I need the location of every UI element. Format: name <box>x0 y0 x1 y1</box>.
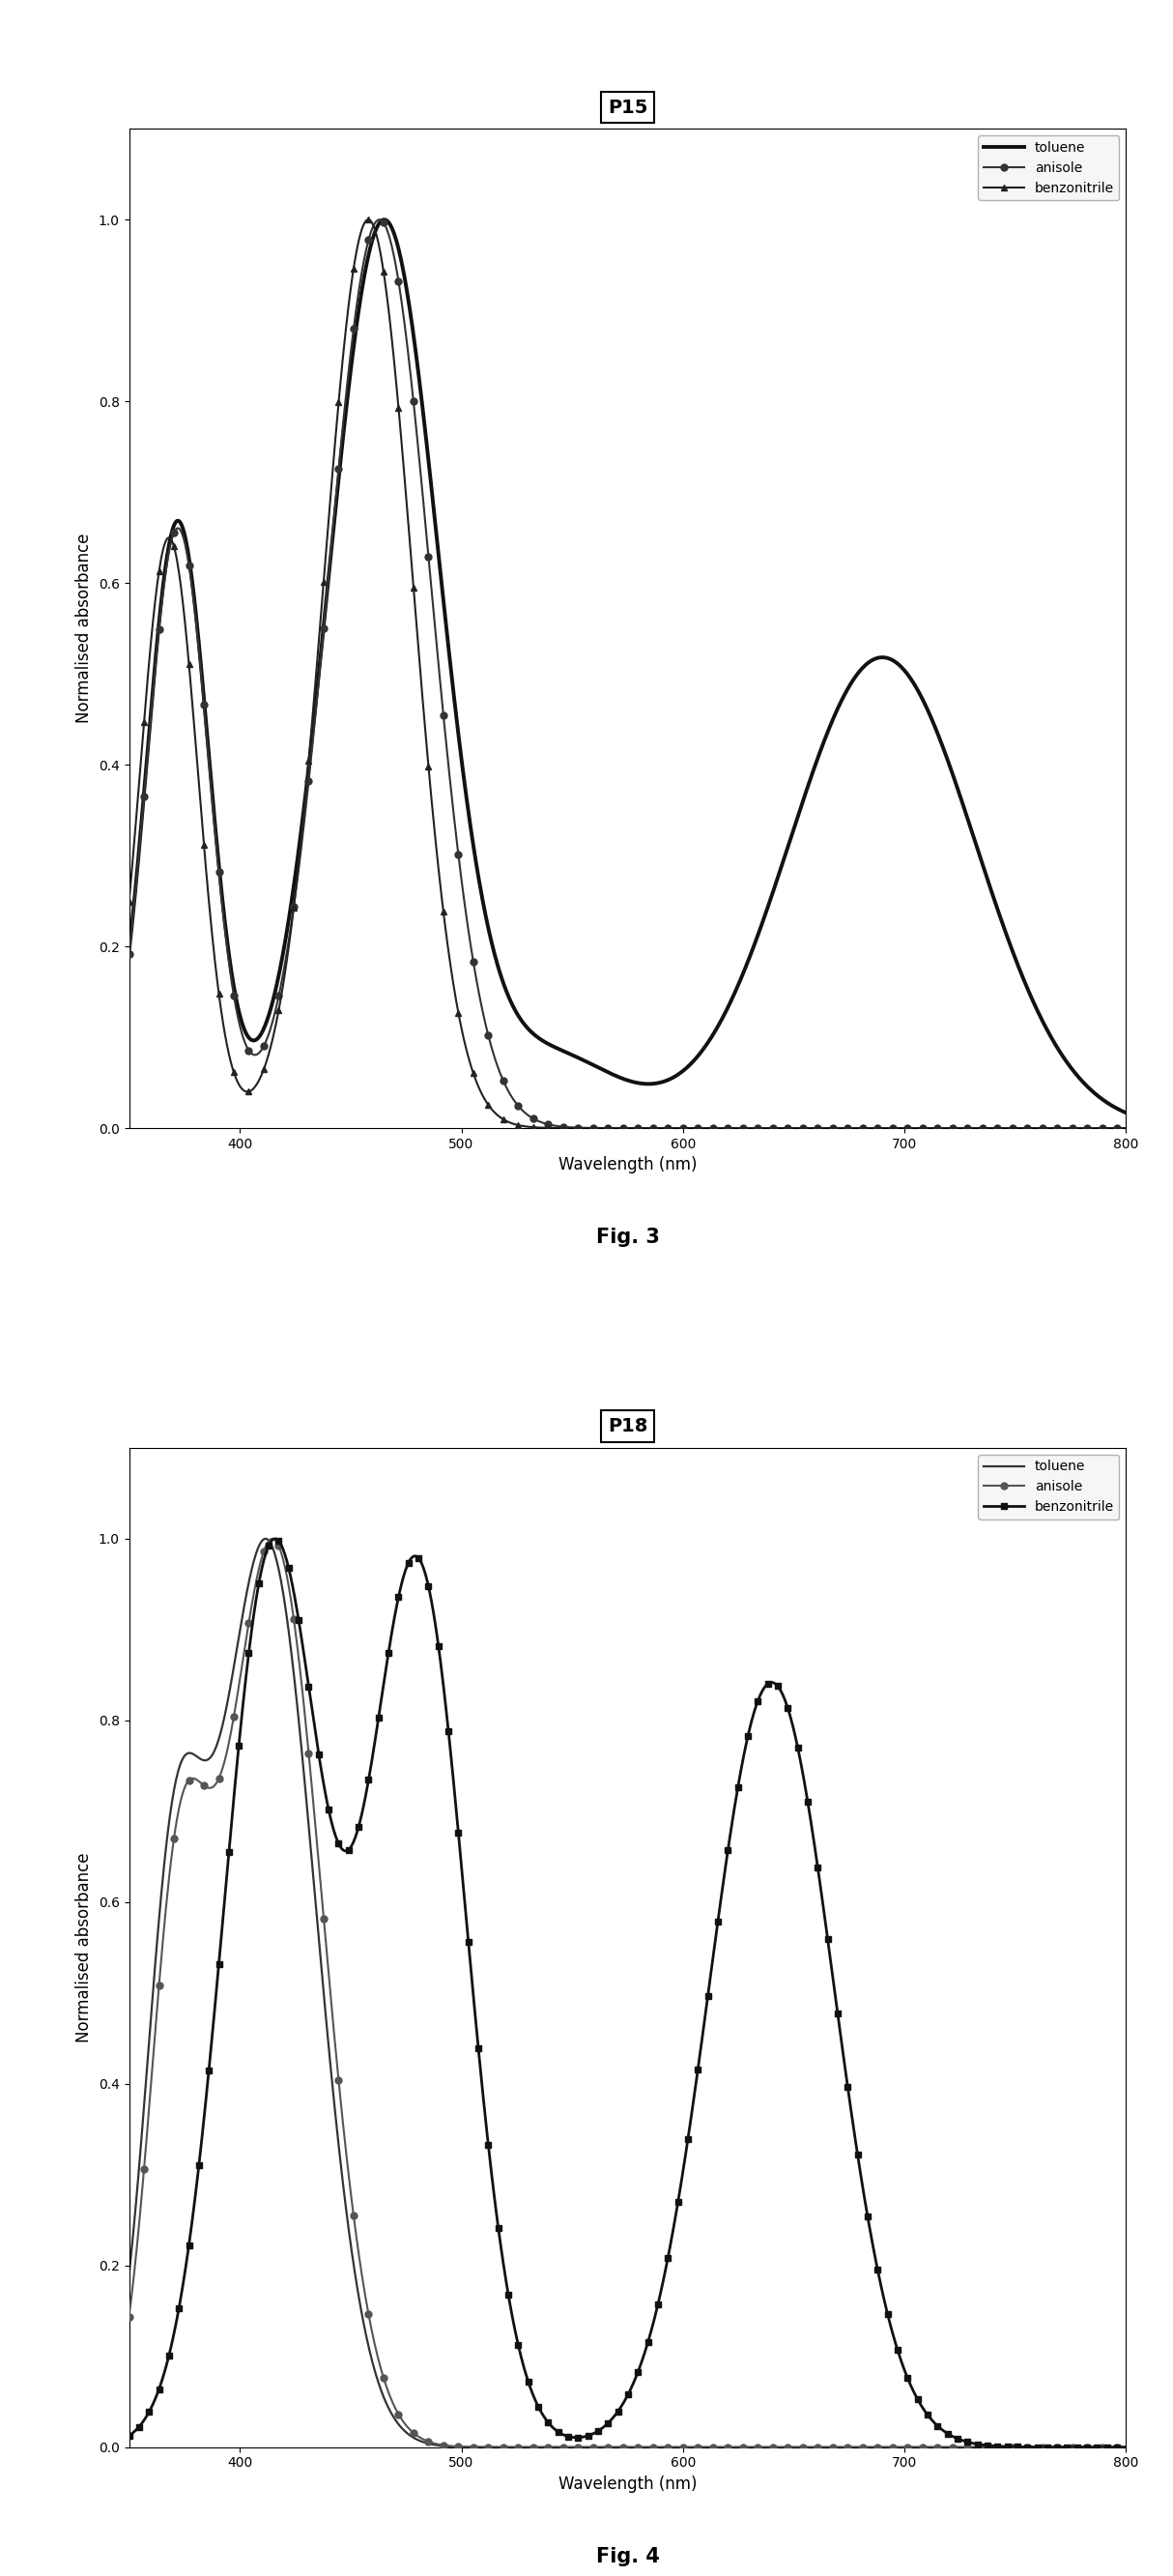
anisole <box>527 1103 541 1133</box>
benzonitrile <box>562 1113 576 1144</box>
Text: Fig. 4: Fig. 4 <box>596 2548 659 2566</box>
toluene <box>1119 1097 1133 1128</box>
toluene <box>224 953 238 984</box>
benzonitrile <box>527 2380 541 2411</box>
Line: benzonitrile: benzonitrile <box>126 216 1130 1131</box>
toluene <box>122 935 136 966</box>
benzonitrile <box>808 1113 822 1144</box>
Line: anisole: anisole <box>126 1535 1130 2450</box>
anisole <box>527 2432 541 2463</box>
benzonitrile <box>1119 1113 1133 1144</box>
benzonitrile <box>527 1113 541 1144</box>
anisole <box>901 2432 915 2463</box>
toluene <box>562 1038 576 1069</box>
Text: Fig. 3: Fig. 3 <box>596 1229 659 1247</box>
Line: toluene: toluene <box>129 1538 1126 2447</box>
anisole <box>122 2300 136 2331</box>
toluene <box>901 2432 915 2463</box>
anisole <box>266 1522 280 1553</box>
benzonitrile <box>1119 2432 1133 2463</box>
anisole <box>901 1113 915 1144</box>
benzonitrile <box>122 2421 136 2452</box>
X-axis label: Wavelength (nm): Wavelength (nm) <box>558 2476 697 2494</box>
benzonitrile <box>122 886 136 917</box>
benzonitrile <box>224 1046 238 1077</box>
Line: anisole: anisole <box>126 216 1130 1131</box>
toluene <box>527 1018 541 1048</box>
Y-axis label: Normalised absorbance: Normalised absorbance <box>75 533 93 724</box>
anisole <box>808 2432 822 2463</box>
anisole <box>1119 1113 1133 1144</box>
X-axis label: Wavelength (nm): Wavelength (nm) <box>558 1157 697 1175</box>
Line: benzonitrile: benzonitrile <box>127 1535 1128 2450</box>
anisole <box>1119 2432 1133 2463</box>
toluene <box>918 2432 933 2463</box>
toluene <box>562 2432 576 2463</box>
anisole <box>562 2432 576 2463</box>
anisole <box>122 938 136 969</box>
toluene <box>808 2432 822 2463</box>
Line: toluene: toluene <box>129 219 1126 1113</box>
anisole <box>224 961 238 992</box>
toluene <box>808 752 822 783</box>
benzonitrile <box>901 2362 915 2393</box>
toluene <box>122 2259 136 2290</box>
anisole <box>562 1113 576 1144</box>
anisole <box>918 1113 933 1144</box>
toluene <box>918 690 933 721</box>
toluene <box>527 2432 541 2463</box>
toluene <box>224 1669 238 1700</box>
toluene <box>259 1522 273 1553</box>
toluene <box>901 659 915 690</box>
benzonitrile <box>224 1816 238 1847</box>
toluene <box>378 204 392 234</box>
benzonitrile <box>918 1113 933 1144</box>
benzonitrile <box>361 204 375 234</box>
anisole <box>224 1718 238 1749</box>
benzonitrile <box>267 1522 282 1553</box>
benzonitrile <box>808 1832 822 1862</box>
benzonitrile <box>901 1113 915 1144</box>
anisole <box>918 2432 933 2463</box>
benzonitrile <box>918 2396 933 2427</box>
toluene <box>1119 2432 1133 2463</box>
Legend: toluene, anisole, benzonitrile: toluene, anisole, benzonitrile <box>978 1455 1119 1520</box>
Title: P15: P15 <box>608 98 647 116</box>
Legend: toluene, anisole, benzonitrile: toluene, anisole, benzonitrile <box>978 137 1119 201</box>
Y-axis label: Normalised absorbance: Normalised absorbance <box>75 1852 93 2043</box>
anisole <box>808 1113 822 1144</box>
anisole <box>373 204 387 234</box>
benzonitrile <box>562 2421 576 2452</box>
Title: P18: P18 <box>608 1417 647 1435</box>
